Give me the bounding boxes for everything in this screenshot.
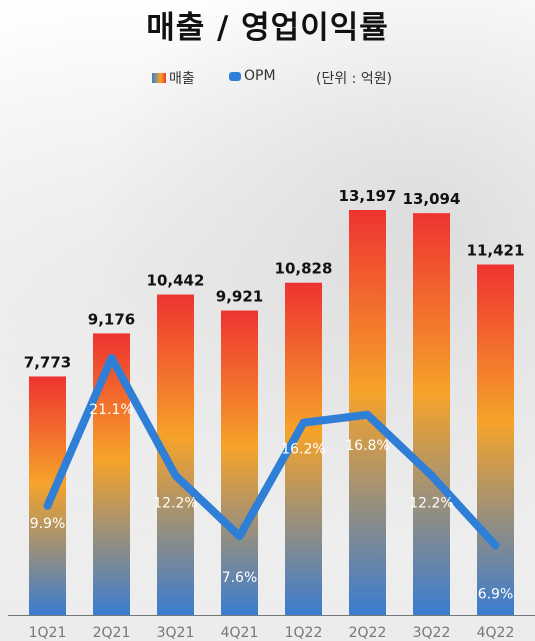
opm-line bbox=[43, 354, 500, 550]
bar-value-label-1Q22: 10,828 bbox=[275, 260, 333, 278]
bar-value-label-3Q22: 13,094 bbox=[403, 190, 461, 208]
opm-label-2Q22: 16.8% bbox=[345, 438, 389, 454]
x-tick-label-2Q22: 2Q22 bbox=[349, 625, 387, 641]
x-tick-label-2Q21: 2Q21 bbox=[93, 625, 131, 641]
x-tick-label-3Q22: 3Q22 bbox=[413, 625, 451, 641]
x-tick-label-4Q21: 4Q21 bbox=[221, 625, 259, 641]
unit-label: (단위 : 억원) bbox=[316, 71, 393, 87]
legend-item-opm: OPM bbox=[229, 68, 276, 84]
x-tick-label-4Q22: 4Q22 bbox=[477, 625, 515, 641]
opm-label-3Q21: 12.2% bbox=[153, 495, 197, 511]
legend-label-revenue: 매출 bbox=[169, 71, 195, 87]
bar-4Q21 bbox=[221, 310, 258, 615]
x-tick-label-1Q22: 1Q22 bbox=[285, 625, 323, 641]
opm-label-2Q21: 21.1% bbox=[89, 402, 133, 418]
chart-title: 매출 / 영업이익률 bbox=[146, 10, 389, 46]
legend-bar-swatch bbox=[152, 73, 166, 83]
bar-value-label-2Q22: 13,197 bbox=[339, 187, 397, 205]
bar-3Q22 bbox=[413, 213, 450, 615]
bar-value-label-4Q22: 11,421 bbox=[467, 242, 525, 260]
bar-4Q22 bbox=[477, 264, 514, 615]
legend: 매출 OPM (단위 : 억원) bbox=[0, 68, 535, 90]
opm-label-4Q22: 6.9% bbox=[478, 586, 514, 602]
bar-value-label-2Q21: 9,176 bbox=[88, 310, 135, 328]
legend-line-swatch bbox=[229, 71, 241, 81]
bar-value-label-4Q21: 9,921 bbox=[216, 288, 263, 306]
legend-label-opm: OPM bbox=[244, 68, 276, 84]
opm-label-4Q21: 7.6% bbox=[222, 570, 258, 586]
bar-value-label-3Q21: 10,442 bbox=[147, 272, 205, 290]
opm-label-1Q21: 9.9% bbox=[30, 516, 66, 532]
opm-label-1Q22: 16.2% bbox=[281, 442, 325, 458]
bar-1Q21 bbox=[29, 376, 66, 615]
x-tick-label-1Q21: 1Q21 bbox=[29, 625, 67, 641]
x-tick-label-3Q21: 3Q21 bbox=[157, 625, 195, 641]
opm-label-3Q22: 12.2% bbox=[409, 495, 453, 511]
bar-value-label-1Q21: 7,773 bbox=[24, 353, 71, 371]
legend-item-revenue: 매출 bbox=[152, 68, 195, 88]
